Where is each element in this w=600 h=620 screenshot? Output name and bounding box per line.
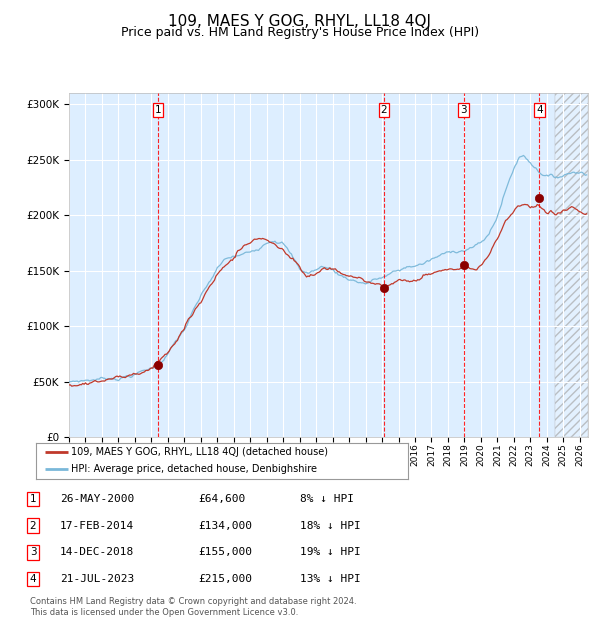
Text: 4: 4 <box>29 574 37 584</box>
Bar <box>555 93 588 437</box>
Text: 26-MAY-2000: 26-MAY-2000 <box>60 494 134 504</box>
Text: 17-FEB-2014: 17-FEB-2014 <box>60 521 134 531</box>
Text: 13% ↓ HPI: 13% ↓ HPI <box>300 574 361 584</box>
Text: 1: 1 <box>29 494 37 504</box>
Text: £155,000: £155,000 <box>198 547 252 557</box>
Text: 3: 3 <box>460 105 467 115</box>
Text: HPI: Average price, detached house, Denbighshire: HPI: Average price, detached house, Denb… <box>71 464 317 474</box>
Text: 19% ↓ HPI: 19% ↓ HPI <box>300 547 361 557</box>
Text: 109, MAES Y GOG, RHYL, LL18 4QJ: 109, MAES Y GOG, RHYL, LL18 4QJ <box>169 14 431 29</box>
Text: £215,000: £215,000 <box>198 574 252 584</box>
Text: 18% ↓ HPI: 18% ↓ HPI <box>300 521 361 531</box>
Text: £134,000: £134,000 <box>198 521 252 531</box>
Text: 21-JUL-2023: 21-JUL-2023 <box>60 574 134 584</box>
Text: 4: 4 <box>536 105 543 115</box>
Text: 3: 3 <box>29 547 37 557</box>
Text: 109, MAES Y GOG, RHYL, LL18 4QJ (detached house): 109, MAES Y GOG, RHYL, LL18 4QJ (detache… <box>71 448 328 458</box>
Text: 1: 1 <box>155 105 161 115</box>
Text: £64,600: £64,600 <box>198 494 245 504</box>
Text: 14-DEC-2018: 14-DEC-2018 <box>60 547 134 557</box>
Text: Contains HM Land Registry data © Crown copyright and database right 2024.
This d: Contains HM Land Registry data © Crown c… <box>30 598 356 617</box>
Text: 8% ↓ HPI: 8% ↓ HPI <box>300 494 354 504</box>
Text: 2: 2 <box>381 105 388 115</box>
Text: Price paid vs. HM Land Registry's House Price Index (HPI): Price paid vs. HM Land Registry's House … <box>121 26 479 39</box>
Text: 2: 2 <box>29 521 37 531</box>
